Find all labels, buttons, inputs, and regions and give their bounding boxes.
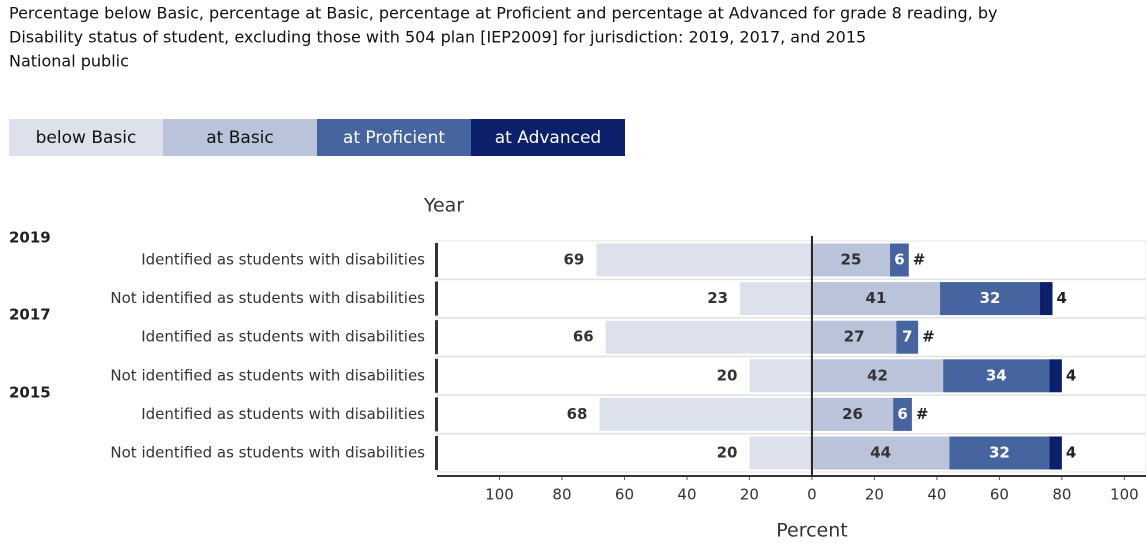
value-label: 44 — [870, 444, 891, 462]
bar — [949, 436, 1050, 470]
bar — [740, 282, 812, 316]
y-axis-label: Year — [423, 195, 464, 217]
bar — [749, 359, 812, 393]
x-tick-label: 60 — [615, 486, 634, 504]
x-tick-label: 0 — [807, 486, 817, 504]
category-label: Not identified as students with disabili… — [110, 366, 425, 384]
category-label: Not identified as students with disabili… — [110, 289, 425, 307]
group-label: 2019 — [9, 229, 51, 247]
value-label: 6 — [894, 251, 904, 269]
legend-label: below Basic — [36, 128, 137, 148]
value-label: 20 — [717, 366, 738, 384]
category-label: Identified as students with disabilities — [141, 251, 425, 269]
value-label: 68 — [567, 405, 588, 423]
value-label: 34 — [986, 366, 1007, 384]
value-label: 4 — [1066, 444, 1076, 462]
row-axis — [435, 243, 438, 277]
row-axis — [435, 397, 438, 432]
bar — [890, 243, 909, 277]
legend-swatch — [9, 119, 163, 156]
bar — [1049, 359, 1062, 393]
row-axis — [435, 358, 438, 393]
x-tick-label: 60 — [990, 486, 1009, 504]
category-label: Not identified as students with disabili… — [110, 444, 425, 462]
row-axis — [435, 320, 438, 355]
x-tick-label: 20 — [740, 486, 759, 504]
bar — [896, 320, 919, 354]
value-label: # — [916, 405, 929, 423]
legend-swatch — [317, 119, 471, 156]
category-label: Identified as students with disabilities — [141, 328, 425, 346]
bar — [599, 397, 812, 431]
bar — [893, 397, 912, 431]
bar — [811, 397, 894, 431]
bar — [811, 243, 891, 277]
chart-title: Percentage below Basic, percentage at Ba… — [9, 4, 997, 23]
legend-swatch — [163, 119, 317, 156]
bar — [1049, 436, 1062, 470]
value-label: 32 — [989, 444, 1010, 462]
legend-label: at Proficient — [343, 128, 445, 148]
x-tick-label: 80 — [552, 486, 571, 504]
x-tick-label: 40 — [927, 486, 946, 504]
x-tick-label: 80 — [1052, 486, 1071, 504]
value-label: 4 — [1066, 366, 1076, 384]
legend-label: at Advanced — [495, 128, 601, 148]
value-label: 25 — [841, 251, 862, 269]
value-label: 26 — [842, 405, 863, 423]
value-label: # — [913, 251, 926, 269]
value-label: 42 — [867, 366, 888, 384]
value-label: 7 — [902, 328, 912, 346]
value-label: 6 — [897, 405, 907, 423]
value-label: 32 — [980, 289, 1001, 307]
x-tick-label: 100 — [485, 486, 514, 504]
bar — [596, 243, 812, 277]
value-label: 20 — [717, 444, 738, 462]
legend-label: at Basic — [206, 128, 274, 148]
value-label: 4 — [1057, 289, 1067, 307]
bar — [811, 320, 897, 354]
x-axis-label: Percent — [776, 520, 848, 542]
value-label: 23 — [707, 289, 728, 307]
bar — [811, 359, 944, 393]
category-label: Identified as students with disabilities — [141, 405, 425, 423]
x-tick-label: 100 — [1110, 486, 1139, 504]
chart-subtitle: National public — [9, 52, 129, 71]
row-axis — [435, 436, 438, 470]
value-label: 66 — [573, 328, 594, 346]
bar — [811, 282, 941, 316]
chart-title: Disability status of student, excluding … — [9, 28, 866, 47]
bar — [811, 436, 950, 470]
bar — [605, 320, 812, 354]
value-label: 27 — [844, 328, 865, 346]
row-axis — [435, 281, 438, 316]
bar — [749, 436, 812, 470]
bar — [940, 282, 1041, 316]
legend-swatch — [471, 119, 625, 156]
bar — [1040, 282, 1053, 316]
x-tick-label: 40 — [677, 486, 696, 504]
x-tick-label: 20 — [865, 486, 884, 504]
group-label: 2017 — [9, 306, 51, 324]
bar — [943, 359, 1050, 393]
group-label: 2015 — [9, 384, 51, 402]
value-label: 69 — [563, 251, 584, 269]
value-label: # — [922, 328, 935, 346]
value-label: 41 — [866, 289, 887, 307]
